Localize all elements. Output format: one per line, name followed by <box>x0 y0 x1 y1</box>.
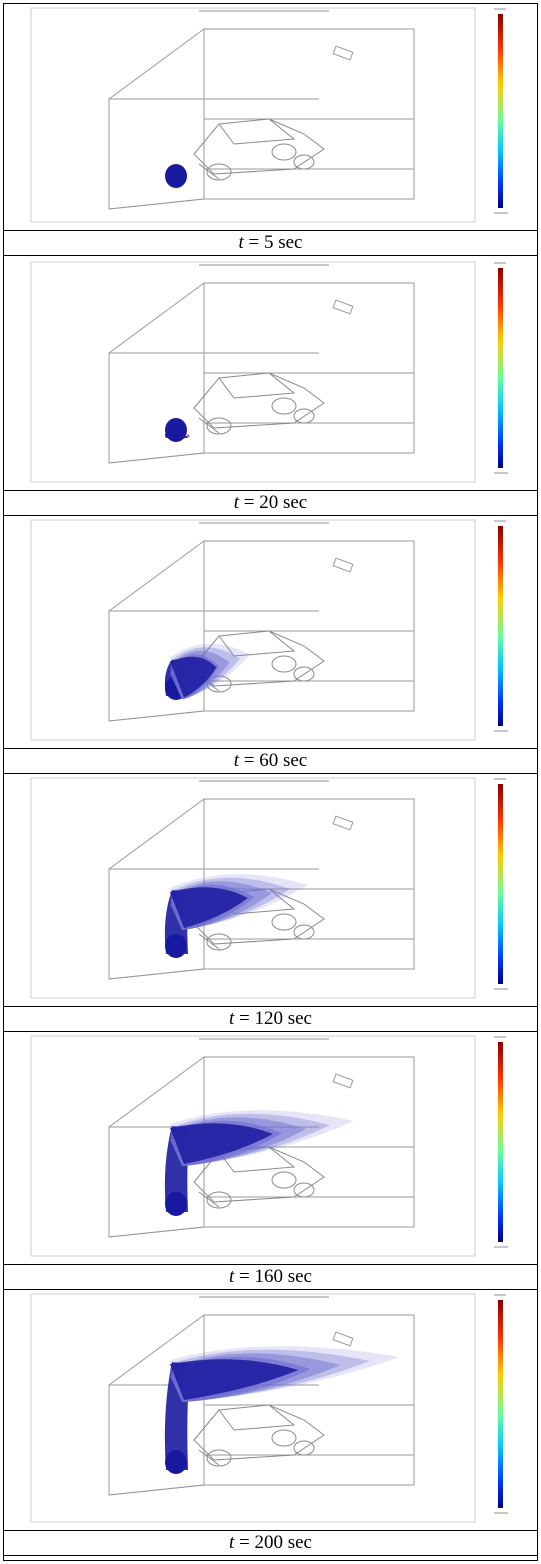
time-caption: t = 20 sec <box>4 490 537 516</box>
simulation-render <box>30 7 508 223</box>
simulation-render <box>30 261 508 483</box>
time-variable: t <box>238 232 244 253</box>
car-wireframe <box>193 1404 325 1467</box>
car-wireframe <box>193 1146 325 1209</box>
time-caption: t = 200 sec <box>4 1530 537 1556</box>
time-caption: t = 160 sec <box>4 1264 537 1290</box>
smoke-plume <box>164 1346 400 1474</box>
simulation-render <box>30 519 508 741</box>
figure-frame: t = 5 sec t = 20 sec t = 60 sec t = 120 sec… <box>3 3 538 1561</box>
time-value: = 160 sec <box>234 1266 312 1287</box>
time-variable: t <box>228 1266 235 1287</box>
smoke-plume <box>164 418 190 442</box>
render-border <box>30 1293 476 1523</box>
car-wireframe <box>193 372 325 435</box>
time-variable: t <box>233 492 240 513</box>
room-wireframe <box>108 282 415 464</box>
time-caption: t = 120 sec <box>4 1006 537 1032</box>
colorbar <box>494 520 508 732</box>
room-wireframe <box>108 540 415 722</box>
render-border <box>30 7 476 223</box>
smoke-plume <box>164 643 251 700</box>
simulation-render <box>30 1035 508 1257</box>
colorbar <box>494 262 508 474</box>
colorbar <box>494 8 508 214</box>
time-value: = 200 sec <box>234 1532 312 1553</box>
render-border <box>30 519 476 741</box>
car-wireframe <box>193 888 325 951</box>
smoke-plume <box>165 164 187 188</box>
car-wireframe <box>193 118 325 181</box>
time-variable: t <box>228 1008 235 1029</box>
simulation-panel <box>4 516 537 748</box>
time-value: = 20 sec <box>239 492 308 513</box>
time-value: = 5 sec <box>243 232 303 253</box>
room-wireframe <box>108 798 415 980</box>
simulation-render <box>30 777 508 999</box>
render-border <box>30 1035 476 1257</box>
simulation-panel <box>4 4 537 230</box>
time-value: = 120 sec <box>234 1008 312 1029</box>
simulation-panel <box>4 1032 537 1264</box>
smoke-plume <box>164 1110 354 1216</box>
render-border <box>30 261 476 483</box>
smoke-plume <box>164 874 308 958</box>
simulation-render <box>30 1293 508 1523</box>
render-border <box>30 777 476 999</box>
time-value: = 60 sec <box>239 750 308 771</box>
simulation-panel <box>4 1290 537 1530</box>
colorbar <box>494 1036 508 1248</box>
time-variable: t <box>233 750 240 771</box>
time-caption: t = 5 sec <box>4 230 537 256</box>
simulation-panel <box>4 258 537 490</box>
simulation-panel <box>4 774 537 1006</box>
colorbar <box>494 778 508 990</box>
time-caption: t = 60 sec <box>4 748 537 774</box>
time-variable: t <box>228 1532 235 1553</box>
colorbar <box>494 1294 508 1514</box>
room-wireframe <box>108 28 415 210</box>
room-wireframe <box>108 1314 415 1496</box>
